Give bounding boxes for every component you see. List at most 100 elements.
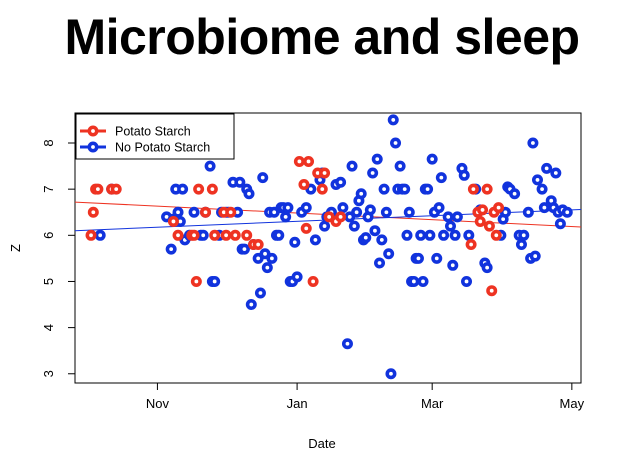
- data-point: [298, 179, 310, 191]
- data-point: [355, 188, 367, 200]
- data-point: [259, 248, 271, 260]
- data-point: [385, 368, 397, 380]
- data-point: [424, 229, 436, 241]
- data-point: [444, 220, 456, 232]
- data-point: [323, 211, 335, 223]
- data-point: [518, 229, 530, 241]
- data-point: [309, 234, 321, 246]
- y-tick-label: 7: [41, 186, 56, 193]
- data-point: [412, 252, 424, 264]
- data-point: [348, 220, 360, 232]
- x-axis-label: Date: [308, 436, 335, 451]
- data-point: [493, 202, 505, 214]
- data-point: [303, 155, 315, 167]
- data-point: [220, 229, 232, 241]
- data-point: [289, 236, 301, 248]
- data-point: [390, 137, 402, 149]
- data-point: [449, 229, 461, 241]
- data-point: [401, 229, 413, 241]
- data-point: [426, 153, 438, 165]
- data-point: [234, 176, 246, 188]
- data-point: [383, 248, 395, 260]
- data-point: [300, 202, 312, 214]
- y-tick-label: 6: [41, 232, 56, 239]
- data-point: [188, 229, 200, 241]
- data-point: [110, 183, 122, 195]
- data-point: [422, 183, 434, 195]
- data-point: [92, 183, 104, 195]
- legend-marker: [87, 141, 99, 153]
- data-point: [522, 206, 534, 218]
- y-axis-label: Z: [8, 244, 23, 252]
- data-point: [554, 218, 566, 230]
- data-point: [243, 188, 255, 200]
- data-point: [252, 239, 264, 251]
- data-point: [387, 114, 399, 126]
- data-point: [481, 262, 493, 274]
- data-point: [461, 275, 473, 287]
- data-point: [360, 232, 372, 244]
- data-point: [266, 252, 278, 264]
- x-tick-label: May: [560, 396, 585, 411]
- data-point: [209, 229, 221, 241]
- y-tick-label: 8: [41, 139, 56, 146]
- data-point: [257, 172, 269, 184]
- data-point: [252, 252, 264, 264]
- data-point: [229, 229, 241, 241]
- data-point: [369, 225, 381, 237]
- data-point: [209, 275, 221, 287]
- chart-title: Microbiome and sleep: [64, 9, 580, 65]
- data-point: [85, 229, 97, 241]
- data-point: [238, 243, 250, 255]
- data-point: [346, 160, 358, 172]
- data-point: [280, 211, 292, 223]
- y-tick-label: 4: [41, 324, 56, 331]
- data-point: [433, 202, 445, 214]
- data-point: [165, 243, 177, 255]
- data-point: [190, 275, 202, 287]
- data-point: [408, 275, 420, 287]
- data-point: [225, 206, 237, 218]
- data-point: [550, 167, 562, 179]
- data-point: [307, 275, 319, 287]
- data-point: [177, 183, 189, 195]
- data-point: [380, 206, 392, 218]
- data-point: [458, 169, 470, 181]
- data-point: [319, 220, 331, 232]
- x-axis: Nov Jan Mar May: [146, 383, 585, 411]
- data-point: [204, 160, 216, 172]
- data-point: [403, 206, 415, 218]
- data-points: [85, 114, 573, 380]
- data-point: [538, 202, 550, 214]
- data-point: [300, 222, 312, 234]
- x-tick-label: Nov: [146, 396, 170, 411]
- data-point: [206, 183, 218, 195]
- data-point: [541, 162, 553, 174]
- data-point: [282, 202, 294, 214]
- data-point: [431, 252, 443, 264]
- x-tick-label: Jan: [287, 396, 308, 411]
- data-point: [442, 211, 454, 223]
- data-point: [394, 160, 406, 172]
- data-point: [451, 211, 463, 223]
- data-point: [94, 229, 106, 241]
- data-point: [481, 183, 493, 195]
- legend-marker: [87, 125, 99, 137]
- x-tick-label: Mar: [421, 396, 444, 411]
- plot-frame: [74, 112, 582, 384]
- data-point: [531, 174, 543, 186]
- data-point: [364, 204, 376, 216]
- data-point: [463, 229, 475, 241]
- data-point: [172, 229, 184, 241]
- data-point: [467, 183, 479, 195]
- data-point: [268, 206, 280, 218]
- y-tick-label: 3: [41, 370, 56, 377]
- data-point: [376, 234, 388, 246]
- data-point: [188, 206, 200, 218]
- data-point: [371, 153, 383, 165]
- data-point: [529, 250, 541, 262]
- data-point: [87, 206, 99, 218]
- legend-box: [75, 113, 235, 160]
- data-point: [367, 167, 379, 179]
